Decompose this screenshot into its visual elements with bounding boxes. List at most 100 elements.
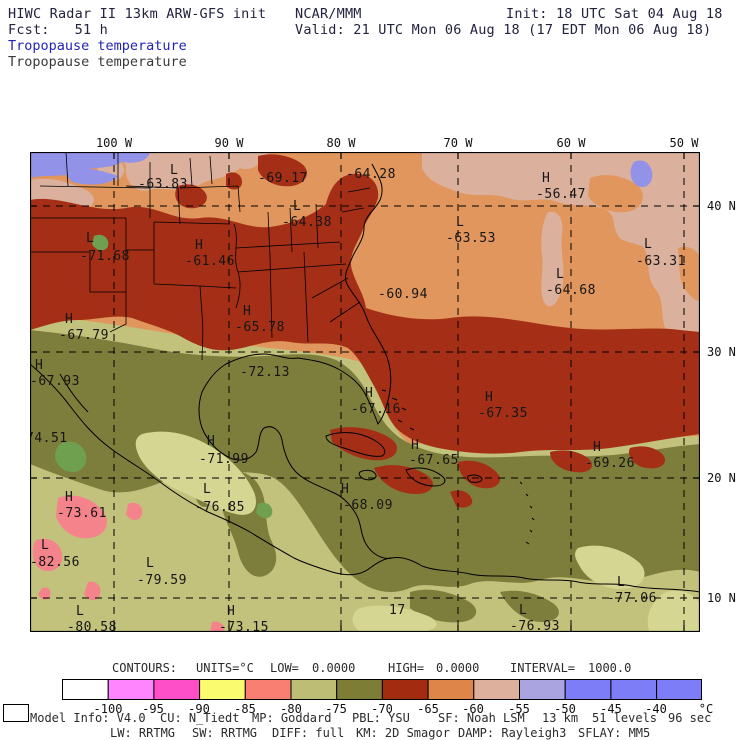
extremum-value: -63.53 xyxy=(446,231,496,246)
extremum-value: -76.93 xyxy=(510,619,560,632)
colorbar-tick: -75 xyxy=(325,702,347,716)
extremum-value: -64.28 xyxy=(346,167,396,182)
extremum-letter: H xyxy=(65,490,73,505)
extremum-value: -64.68 xyxy=(546,283,596,298)
extremum-value: -71.99 xyxy=(199,452,249,467)
lon-label: 60 W xyxy=(556,136,586,150)
colorbar-tick: -45 xyxy=(600,702,622,716)
extremum-value: -64.38 xyxy=(282,215,332,230)
state-borders xyxy=(30,152,371,361)
filled-region-salmon xyxy=(210,621,225,632)
extremum-letter: H xyxy=(411,438,419,453)
lon-label: 70 W xyxy=(443,136,473,150)
extremum-value: -67.35 xyxy=(478,406,528,421)
filled-region-darkred-speckle xyxy=(175,184,207,209)
filled-region-lavender xyxy=(630,160,653,188)
lon-label: 50 W xyxy=(669,136,699,150)
colorbar-segment xyxy=(427,679,475,700)
filled-region-rose xyxy=(541,211,564,307)
filled-region-salmon xyxy=(38,587,51,600)
extremum-letter: H xyxy=(227,604,235,619)
valid-time: Valid: 21 UTC Mon 06 Aug 18 (17 EDT Mon … xyxy=(295,22,712,38)
extremum-letter: L xyxy=(170,163,178,178)
extremum-value: -67.79 xyxy=(59,328,109,343)
extremum-value: -72.13 xyxy=(240,365,290,380)
filled-region-green xyxy=(92,234,109,251)
model-info-pbl: PBL: YSU xyxy=(352,711,410,725)
extremum-letter: H xyxy=(341,482,349,497)
extremum-letter: L xyxy=(86,231,94,246)
colorbar-segment xyxy=(473,679,520,700)
extremum-letter: L xyxy=(456,215,464,230)
model-info-sw: SW: RRTMG xyxy=(192,726,258,740)
extremum-value: -63.31 xyxy=(636,254,686,269)
colorbar-tick: -95 xyxy=(142,702,164,716)
filled-region-darkred-island xyxy=(330,427,397,461)
colorbar-tick: -40 xyxy=(645,702,667,716)
filled-region-salmon xyxy=(126,502,143,520)
lon-label: 80 W xyxy=(326,136,356,150)
extremum-value: -73.61 xyxy=(57,506,107,521)
lat-label: 20 N xyxy=(707,471,736,485)
model-info-sf: SF: Noah LSM xyxy=(438,711,525,725)
colorbar-segment xyxy=(290,679,338,700)
model-info-mp: MP: Goddard xyxy=(252,711,332,725)
graticule xyxy=(30,152,700,632)
extremum-value: -76.85 xyxy=(195,500,245,515)
filled-region-olive-pale xyxy=(575,545,645,590)
extremum-value: -80.58 xyxy=(67,620,117,632)
extremum-value: -60.94 xyxy=(378,287,428,302)
extremum-value: -65.78 xyxy=(235,320,285,335)
extremum-letter: H xyxy=(593,440,601,455)
model-info-cu: CU: N_Tiedt xyxy=(160,711,240,725)
colorbar-tick: -50 xyxy=(554,702,576,716)
model-info-diff: DIFF: full xyxy=(272,726,345,740)
colorbar-tick: -60 xyxy=(462,702,484,716)
extremum-value: -77.06 xyxy=(607,591,657,606)
center-name: NCAR/MMM xyxy=(295,6,362,22)
model-info-res: 13 km xyxy=(542,711,579,725)
colorbar-segment xyxy=(244,679,292,700)
filled-region-olive-dark xyxy=(500,590,559,622)
extremum-letter: L xyxy=(76,604,84,619)
extremum-value: -82.56 xyxy=(30,555,80,570)
filled-region-darkred-island xyxy=(458,460,501,489)
coastline-south-america xyxy=(421,565,700,593)
lat-label: 30 N xyxy=(707,345,736,359)
extremum-value: -63.83 xyxy=(138,177,188,192)
filled-region-darkred-island xyxy=(628,446,666,469)
colorbar-segment xyxy=(153,679,201,700)
coastline-jamaica xyxy=(358,469,377,481)
extremum-letter: L xyxy=(617,575,625,590)
extremum-letter: L xyxy=(556,267,564,282)
coastline-us-east-gulf xyxy=(198,163,423,567)
extremum-value: -67.65 xyxy=(409,453,459,468)
extremum-value: -69.17 xyxy=(258,171,308,186)
lon-label: 100 W xyxy=(95,136,133,150)
colorbar-tick: -65 xyxy=(417,702,439,716)
colorbar-segment xyxy=(381,679,429,700)
filled-region-darkred-speckle xyxy=(226,172,242,190)
units-label: UNITS=°C xyxy=(196,661,254,675)
model-info-lw: LW: RRTMG xyxy=(110,726,176,740)
model-info-sflay: SFLAY: MM5 xyxy=(578,726,651,740)
field-link[interactable]: Tropopause temperature xyxy=(8,38,187,54)
extremum-value: -56.47 xyxy=(536,187,586,202)
colorbar-segment xyxy=(610,679,658,700)
forecast-hour: Fcst: 51 h xyxy=(8,22,108,38)
extremum-letter: L xyxy=(203,482,211,497)
lat-label: 10 N xyxy=(707,591,736,605)
filled-region-salmon xyxy=(84,581,101,600)
colorbar xyxy=(62,679,702,700)
interval-label: INTERVAL= xyxy=(510,661,576,675)
extremum-letter: H xyxy=(485,390,493,405)
extremum-letter: H xyxy=(195,238,203,253)
colorbar-tick: -100 xyxy=(93,702,123,716)
colorbar-tick: -85 xyxy=(234,702,256,716)
model-info-step: 96 sec xyxy=(668,711,712,725)
extremum-letter: H xyxy=(243,304,251,319)
filled-region-olive-pale xyxy=(647,590,700,632)
model-info-km: KM: 2D Smagor xyxy=(356,726,450,740)
filled-region-green xyxy=(256,502,273,519)
